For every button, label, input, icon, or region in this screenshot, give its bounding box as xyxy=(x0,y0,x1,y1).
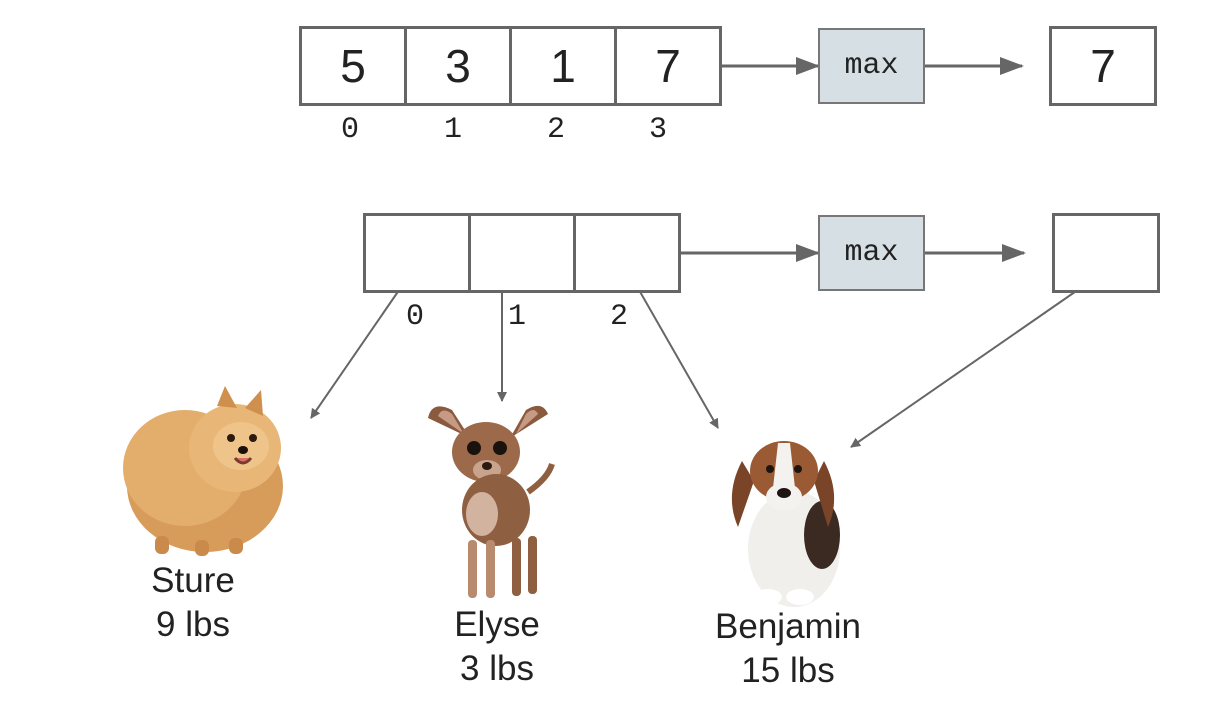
pointer-2-to-benjamin xyxy=(626,268,719,429)
bottom-result-box xyxy=(1052,213,1160,293)
top-result-box: 7 xyxy=(1049,26,1157,106)
dog-label-elyse: Elyse 3 lbs xyxy=(417,603,577,691)
dog-weight: 9 lbs xyxy=(156,605,230,644)
top-array-cell-0: 5 xyxy=(299,26,407,106)
top-max-function-box: max xyxy=(818,28,925,104)
dog-name: Benjamin xyxy=(715,607,861,646)
bottom-index-2: 2 xyxy=(609,300,628,334)
dog-label-benjamin: Benjamin 15 lbs xyxy=(688,605,888,693)
bottom-array-cell-2 xyxy=(573,213,681,293)
top-index-3: 3 xyxy=(648,113,667,147)
top-array-cell-3: 7 xyxy=(614,26,722,106)
bottom-array-cell-0 xyxy=(363,213,471,293)
bottom-array-cell-1 xyxy=(468,213,576,293)
top-index-0: 0 xyxy=(340,113,359,147)
top-index-2: 2 xyxy=(546,113,565,147)
dog-label-sture: Sture 9 lbs xyxy=(113,559,273,647)
dog-name: Elyse xyxy=(454,605,540,644)
top-array-cell-1: 3 xyxy=(404,26,512,106)
bottom-max-function-box: max xyxy=(818,215,925,291)
dog-name: Sture xyxy=(151,561,235,600)
bottom-index-0: 0 xyxy=(405,300,424,334)
top-index-1: 1 xyxy=(443,113,462,147)
dog-weight: 15 lbs xyxy=(741,651,835,690)
dog-weight: 3 lbs xyxy=(460,649,534,688)
bottom-index-1: 1 xyxy=(507,300,526,334)
